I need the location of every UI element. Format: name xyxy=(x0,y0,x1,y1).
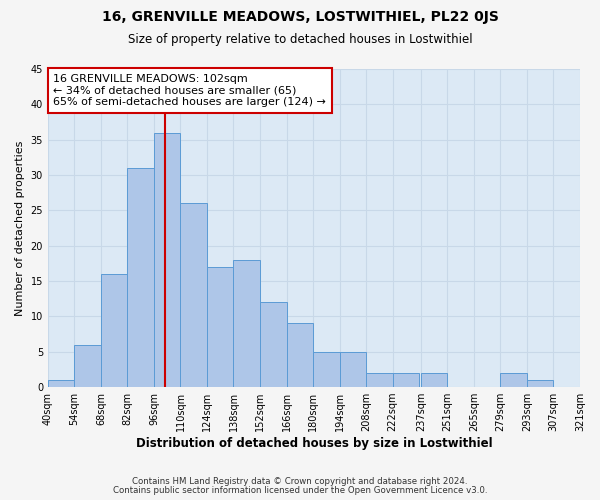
Bar xyxy=(48,380,74,387)
Bar xyxy=(421,373,448,387)
Text: Contains public sector information licensed under the Open Government Licence v3: Contains public sector information licen… xyxy=(113,486,487,495)
Text: Size of property relative to detached houses in Lostwithiel: Size of property relative to detached ho… xyxy=(128,32,472,46)
Bar xyxy=(260,302,287,387)
Bar xyxy=(527,380,553,387)
Bar xyxy=(127,168,154,387)
X-axis label: Distribution of detached houses by size in Lostwithiel: Distribution of detached houses by size … xyxy=(136,437,492,450)
Bar xyxy=(233,260,260,387)
Bar xyxy=(366,373,392,387)
Bar xyxy=(101,274,127,387)
Bar xyxy=(392,373,419,387)
Bar xyxy=(74,344,101,387)
Text: Contains HM Land Registry data © Crown copyright and database right 2024.: Contains HM Land Registry data © Crown c… xyxy=(132,477,468,486)
Bar xyxy=(181,204,207,387)
Text: 16 GRENVILLE MEADOWS: 102sqm
← 34% of detached houses are smaller (65)
65% of se: 16 GRENVILLE MEADOWS: 102sqm ← 34% of de… xyxy=(53,74,326,107)
Bar xyxy=(340,352,366,387)
Bar xyxy=(313,352,340,387)
Bar xyxy=(154,132,181,387)
Bar xyxy=(207,267,233,387)
Y-axis label: Number of detached properties: Number of detached properties xyxy=(15,140,25,316)
Bar xyxy=(287,324,313,387)
Bar xyxy=(500,373,527,387)
Text: 16, GRENVILLE MEADOWS, LOSTWITHIEL, PL22 0JS: 16, GRENVILLE MEADOWS, LOSTWITHIEL, PL22… xyxy=(101,10,499,24)
